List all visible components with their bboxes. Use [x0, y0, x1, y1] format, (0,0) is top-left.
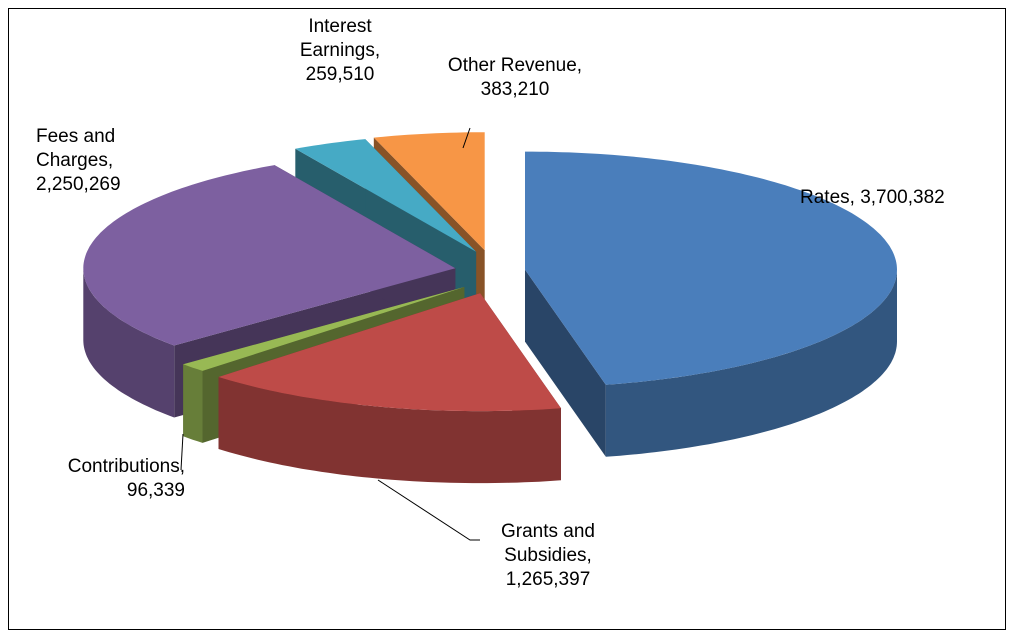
label-category: Interest Earnings, [299, 16, 381, 61]
label-value: 383,210 [480, 79, 550, 100]
leader-line [377, 479, 480, 541]
slice-top [373, 132, 485, 251]
label-category: Rates, [800, 187, 855, 208]
slice-top [218, 293, 561, 412]
slice [218, 293, 561, 484]
label-value: 3,700,382 [860, 187, 945, 208]
label-value: 2,250,269 [36, 174, 121, 195]
label-value: 259,510 [305, 64, 375, 85]
pie [83, 132, 897, 484]
slice-wall [218, 377, 561, 484]
slice-wall [83, 268, 175, 418]
slice-wall [183, 364, 203, 443]
slice [525, 151, 897, 457]
label-category: Fees and Charges, [36, 126, 116, 171]
data-label: Other Revenue, 383,210 [420, 54, 610, 102]
data-label: Fees and Charges, 2,250,269 [36, 125, 146, 197]
label-category: Grants and Subsidies, [501, 521, 595, 566]
leader-line [180, 433, 184, 471]
slice-wall [605, 269, 897, 457]
slice-top [295, 139, 477, 252]
leader-line [462, 127, 471, 149]
label-value: 96,339 [126, 480, 185, 501]
data-label: Rates, 3,700,382 [800, 186, 1000, 210]
slice-top [183, 287, 465, 371]
slice-top [83, 165, 456, 346]
slice-top [525, 151, 897, 385]
data-label: Contributions, 96,339 [15, 455, 185, 503]
label-category: Contributions, [67, 456, 185, 477]
label-value: 1,265,397 [505, 569, 591, 590]
label-category: Other Revenue, [447, 55, 583, 76]
data-label: Grants and Subsidies, 1,265,397 [478, 520, 618, 592]
slice-side [525, 269, 606, 457]
data-label: Interest Earnings, 259,510 [290, 15, 390, 87]
